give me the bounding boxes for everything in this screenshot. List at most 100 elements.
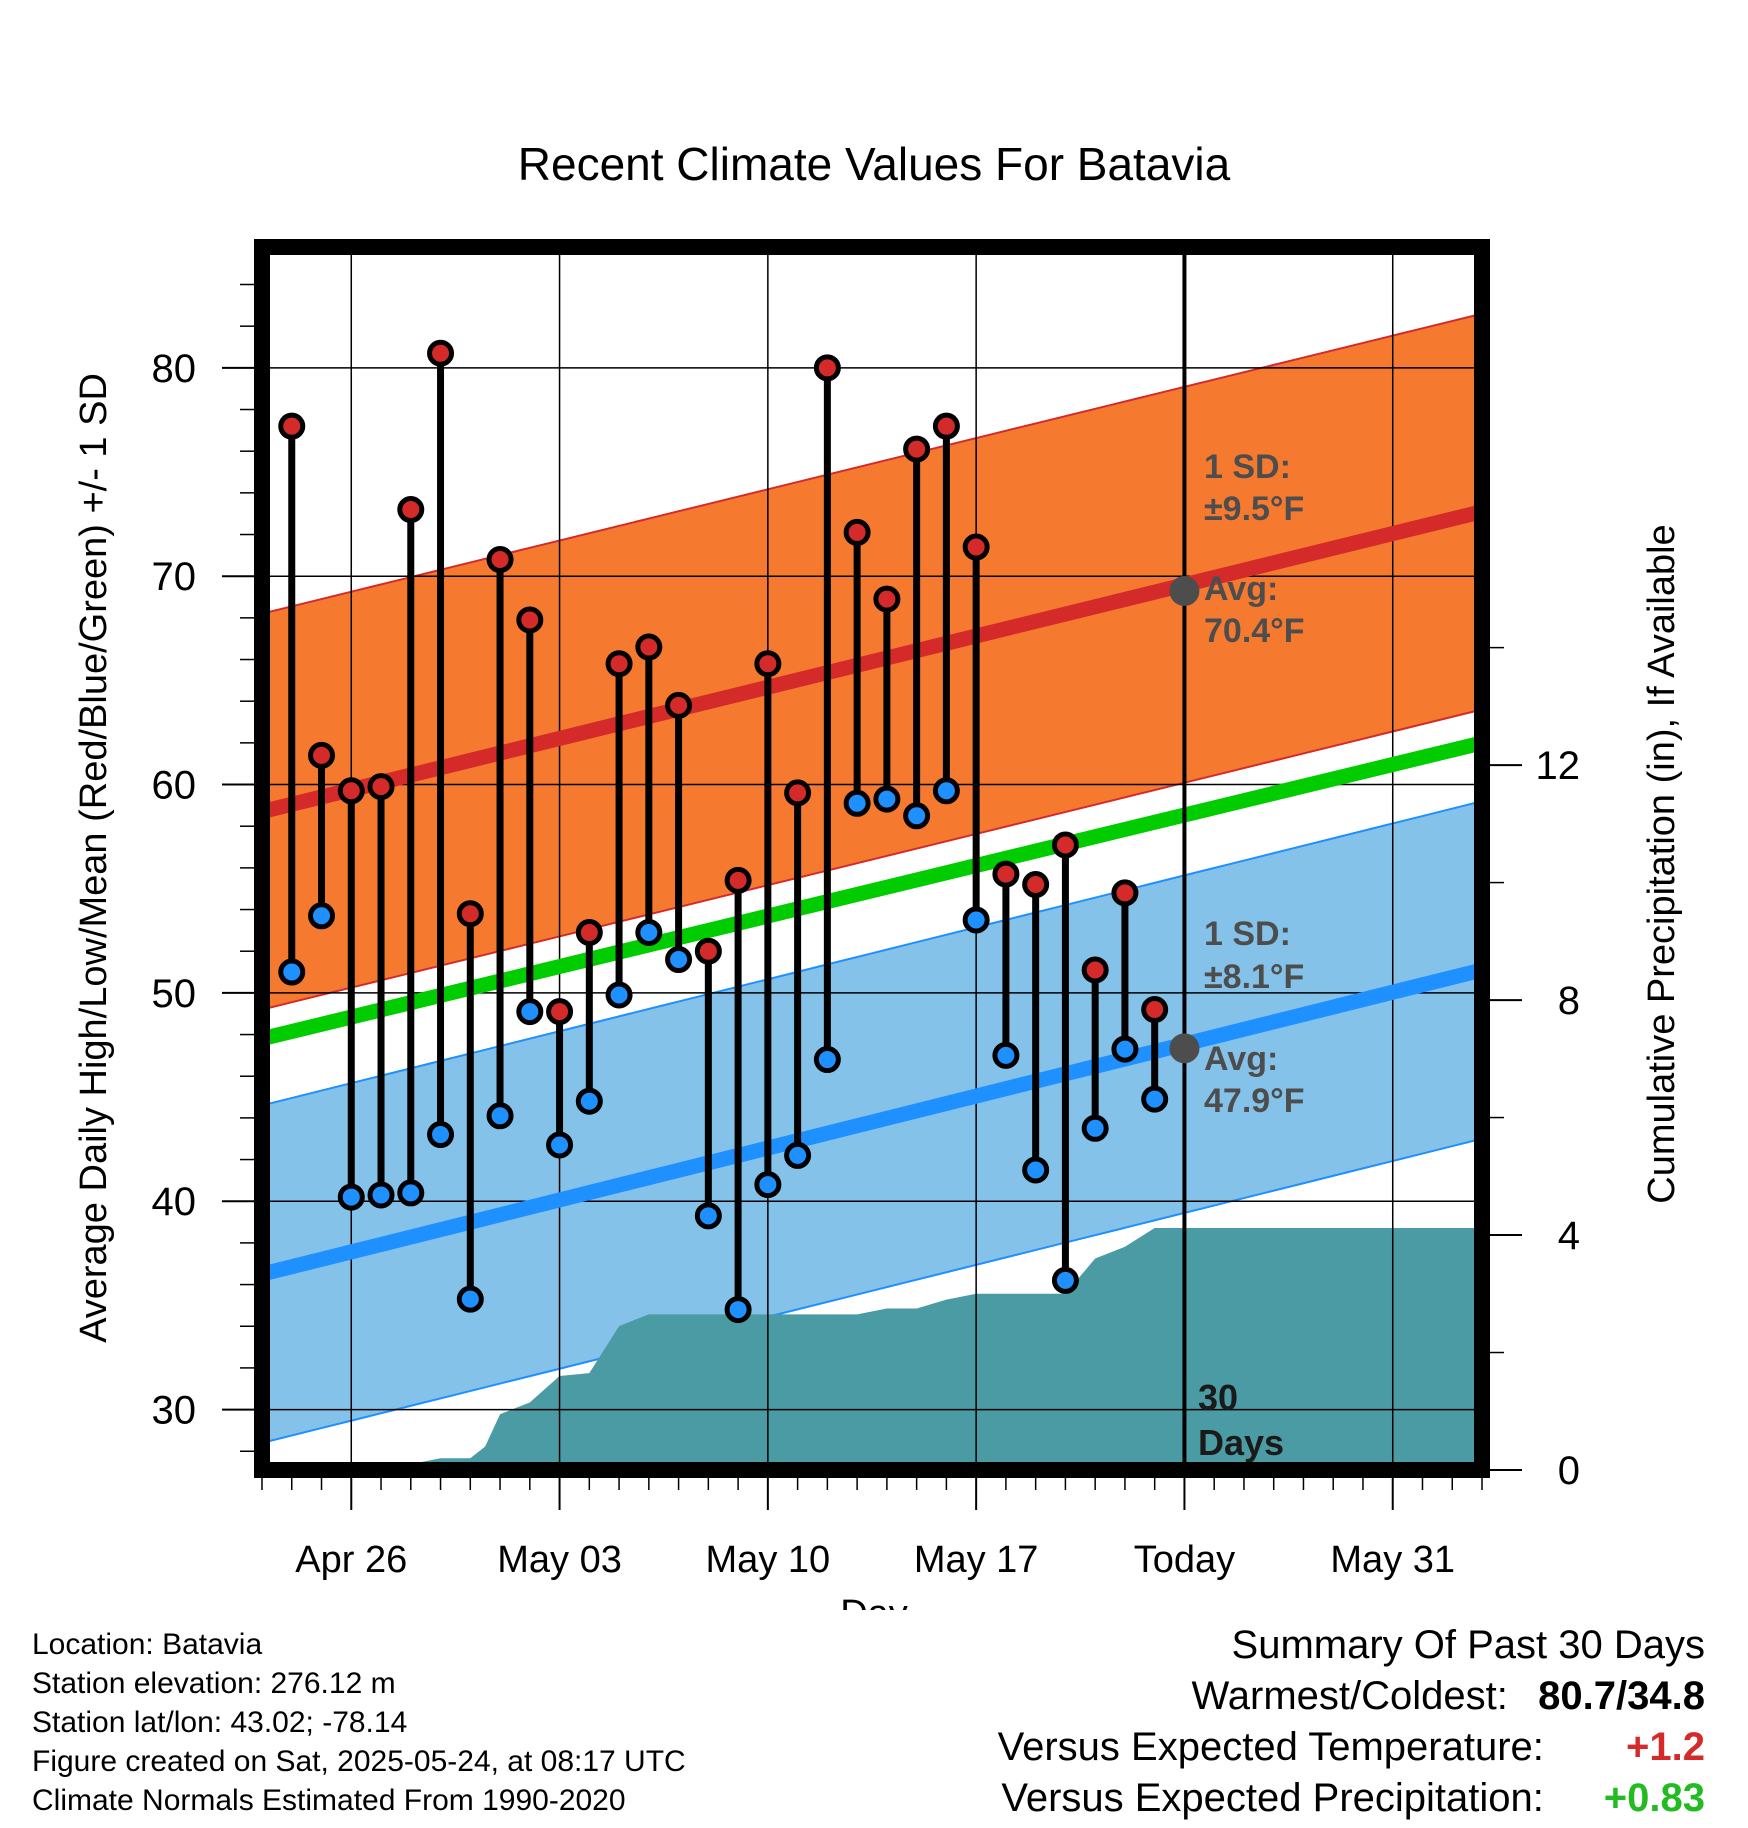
daily-high-point (813, 354, 841, 382)
temp-anomaly-label: Versus Expected Temperature: (997, 1725, 1544, 1769)
daily-low-point (754, 1171, 782, 1199)
daily-low-point (873, 785, 901, 813)
daily-high-point (694, 937, 722, 965)
daily-high-point (456, 900, 484, 928)
normal-low-line (262, 962, 1482, 1282)
daily-low-point (992, 1041, 1020, 1069)
average-lines (262, 247, 1482, 1470)
high-avg-value: 70.4°F (1204, 612, 1305, 650)
y-left-tick-label: 30 (152, 1389, 197, 1433)
daily-high-point (665, 691, 693, 719)
daily-low-point (903, 802, 931, 830)
high-avg-label: Avg: (1204, 570, 1278, 608)
high-sd-label: 1 SD: (1204, 448, 1291, 486)
daily-low-point (367, 1181, 395, 1209)
daily-high-point (873, 585, 901, 613)
low-sd-label: 1 SD: (1204, 915, 1291, 953)
daily-high-point (575, 918, 603, 946)
location-text: Location: Batavia (32, 1628, 263, 1661)
x-tick-label: May 10 (706, 1539, 831, 1581)
elevation-text: Station elevation: 276.12 m (32, 1667, 396, 1700)
daily-low-point (962, 906, 990, 934)
daily-high-point (546, 998, 574, 1026)
latlon-text: Station lat/lon: 43.02; -78.14 (32, 1706, 408, 1739)
daily-high-point (516, 606, 544, 634)
daily-low-point (932, 777, 960, 805)
daily-low-point (724, 1296, 752, 1324)
low-avg-label: Avg: (1204, 1040, 1278, 1078)
summary-panel: Summary Of Past 30 Days Warmest/Coldest:… (998, 1620, 1705, 1824)
today-markers (1169, 576, 1200, 1064)
x-tick-label: May 03 (497, 1539, 622, 1581)
daily-high-point (992, 860, 1020, 888)
y-right-tick-label: 4 (1558, 1214, 1580, 1258)
daily-low-point (397, 1179, 425, 1207)
daily-low-point (784, 1141, 812, 1169)
daily-low-point (486, 1102, 514, 1130)
y-left-tick-label: 80 (152, 347, 197, 391)
today-high-avg-marker (1169, 576, 1200, 607)
y-axis-left-label: Average Daily High/Low/Mean (Red/Blue/Gr… (73, 373, 115, 1343)
daily-high-point (1081, 956, 1109, 984)
daily-high-point (932, 412, 960, 440)
low-sd-value: ±8.1°F (1204, 958, 1304, 996)
y-axis-right-label: Cumulative Precipitation (in), If Availa… (1641, 524, 1683, 1203)
daily-low-point (427, 1121, 455, 1149)
daily-high-point (278, 412, 306, 440)
summary-title: Summary Of Past 30 Days (1231, 1623, 1705, 1667)
daily-low-point (605, 981, 633, 1009)
created-text: Figure created on Sat, 2025-05-24, at 08… (32, 1745, 686, 1778)
normals-text: Climate Normals Estimated From 1990-2020 (32, 1784, 626, 1817)
daily-low-point (546, 1131, 574, 1159)
daily-low-point (1081, 1114, 1109, 1142)
temp-anomaly-value: +1.2 (1626, 1725, 1705, 1769)
daily-low-point (1141, 1085, 1169, 1113)
days-word: Days (1198, 1422, 1284, 1463)
days-number: 30 (1198, 1377, 1238, 1418)
high-sd-value: ±9.5°F (1204, 490, 1304, 528)
daily-high-point (427, 339, 455, 367)
x-tick-label: May 31 (1330, 1539, 1455, 1581)
annotations: 1 SD: ±9.5°F Avg: 70.4°F 1 SD: ±8.1°F Av… (1198, 448, 1305, 1463)
daily-low-point (575, 1087, 603, 1115)
daily-range-bars (278, 339, 1169, 1324)
normal-mean-line (262, 735, 1482, 1047)
warmest-label: Warmest/Coldest: (1191, 1674, 1508, 1718)
daily-low-point (635, 918, 663, 946)
plot-frame (254, 239, 1490, 1478)
x-axis-label: Day (840, 1593, 908, 1610)
chart-title: Recent Climate Values For Batavia (518, 138, 1231, 190)
daily-low-point (843, 789, 871, 817)
low-avg-value: 47.9°F (1204, 1082, 1305, 1120)
y-left-tick-label: 40 (152, 1180, 197, 1224)
daily-high-point (962, 533, 990, 561)
daily-high-point (724, 866, 752, 894)
today-low-avg-marker (1169, 1033, 1200, 1064)
daily-high-point (843, 518, 871, 546)
daily-low-point (665, 946, 693, 974)
daily-high-point (486, 546, 514, 574)
daily-high-point (397, 496, 425, 524)
warmest-value: 80.7/34.8 (1538, 1674, 1705, 1718)
daily-high-point (1051, 831, 1079, 859)
daily-low-point (337, 1183, 365, 1211)
daily-high-point (635, 633, 663, 661)
summary-precip-row: Versus Expected Precipitation: +0.83 (998, 1773, 1705, 1824)
y-right-tick-label: 8 (1558, 979, 1580, 1023)
climate-chart: Recent Climate Values For Batavia 1 SD: … (73, 138, 1683, 1610)
y-left-tick-label: 50 (152, 972, 197, 1016)
daily-high-point (903, 435, 931, 463)
y-left-tick-label: 60 (152, 764, 197, 808)
daily-high-point (784, 779, 812, 807)
station-info: Location: Batavia Station elevation: 276… (32, 1625, 686, 1820)
daily-high-point (308, 741, 336, 769)
daily-low-point (516, 998, 544, 1026)
x-tick-label: Apr 26 (295, 1539, 407, 1581)
daily-high-point (337, 777, 365, 805)
y-left-tick-label: 70 (152, 555, 197, 599)
x-tick-label: Today (1134, 1539, 1235, 1581)
y-right-tick-label: 0 (1558, 1449, 1580, 1493)
daily-high-point (1022, 871, 1050, 899)
axis-ticks: 30 40 50 60 70 80 0 4 8 12 Apr 26 May 03 May 10 May 1… (152, 283, 1580, 1581)
daily-high-point (605, 650, 633, 678)
